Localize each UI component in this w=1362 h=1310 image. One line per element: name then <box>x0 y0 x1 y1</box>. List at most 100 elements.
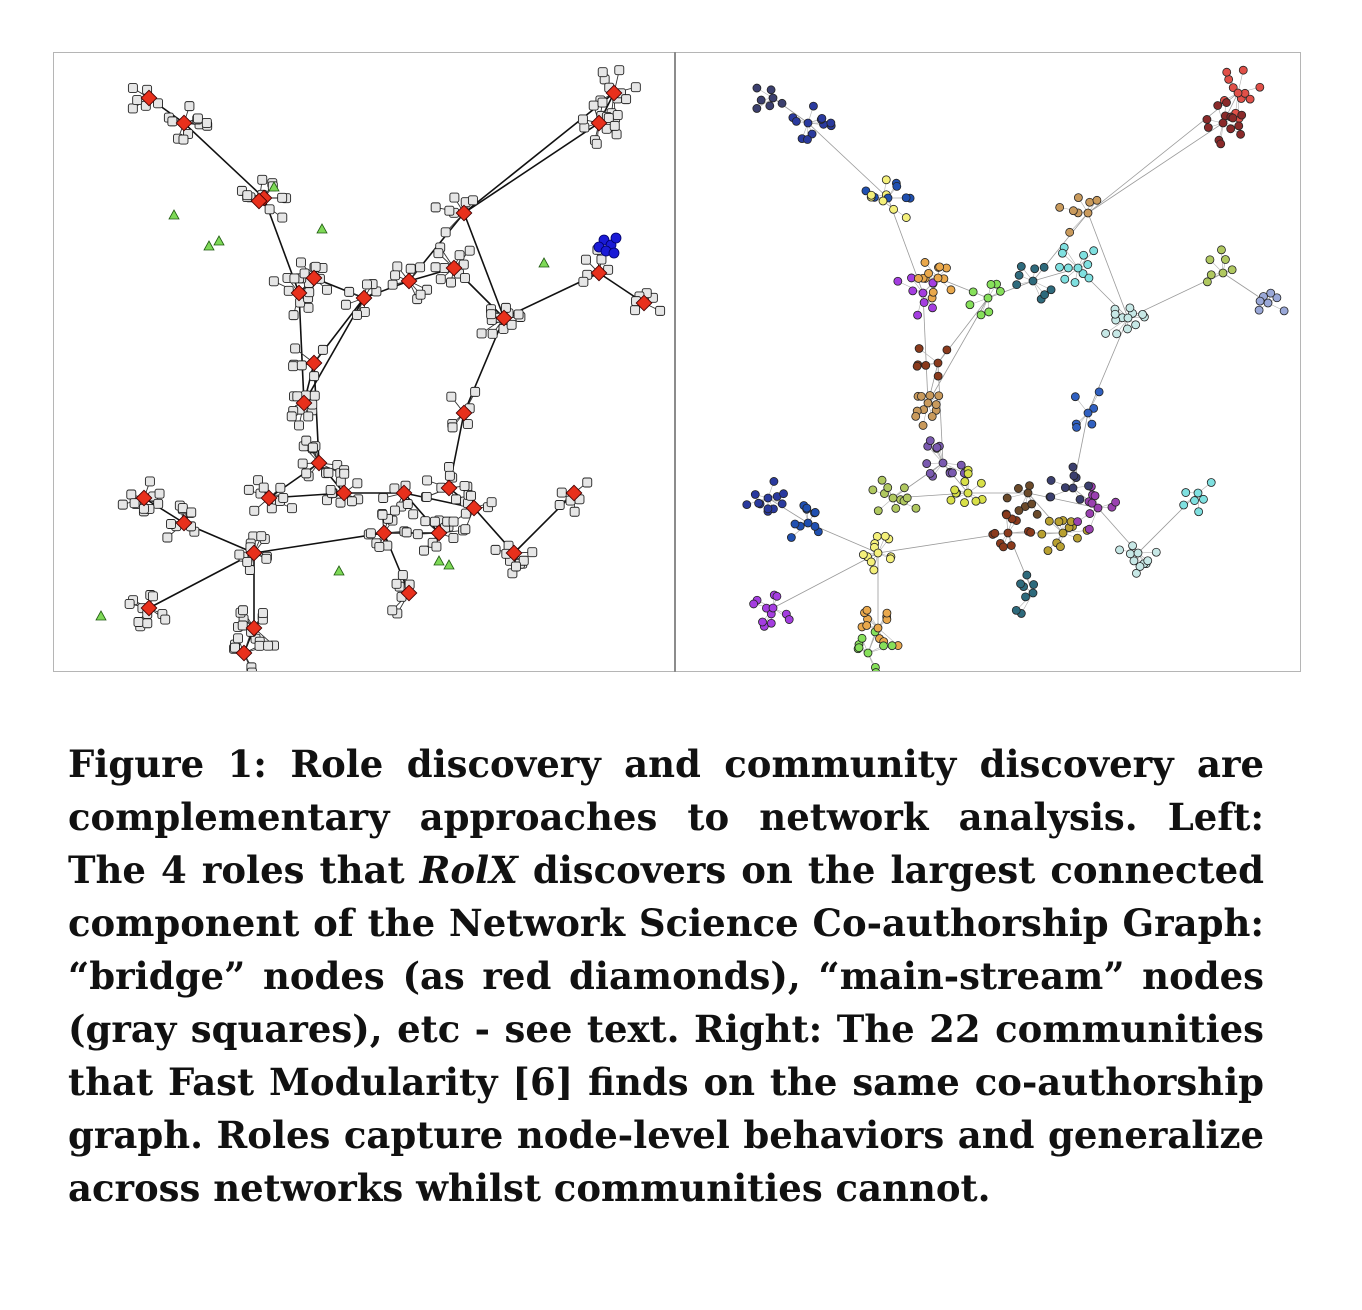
mainstream-node <box>392 261 403 272</box>
graph-edge <box>987 280 1034 299</box>
community-node <box>1046 492 1056 502</box>
community-node <box>1190 496 1199 505</box>
community-node <box>1073 533 1082 543</box>
community-node <box>1129 556 1139 566</box>
graph-edge <box>513 492 575 554</box>
community-node <box>810 508 820 517</box>
mainstream-node <box>596 254 607 265</box>
mainstream-node <box>448 533 459 544</box>
community-node <box>1068 483 1078 493</box>
graph-edge <box>1087 317 1129 414</box>
community-node <box>1083 208 1093 218</box>
community-node <box>1224 74 1234 84</box>
community-node <box>1135 562 1145 571</box>
community-node <box>750 490 760 499</box>
community-node <box>871 668 881 671</box>
community-node <box>763 504 773 514</box>
mainstream-node <box>303 411 314 422</box>
community-node <box>916 391 926 401</box>
mainstream-node <box>127 83 138 94</box>
mainstream-node <box>153 98 163 109</box>
bridge-node <box>430 524 448 542</box>
community-node <box>1266 288 1276 298</box>
community-node <box>976 478 986 488</box>
community-node <box>950 485 960 495</box>
mainstream-node <box>609 120 620 131</box>
community-node <box>1025 481 1034 491</box>
community-node <box>968 287 978 297</box>
triangle-node <box>203 240 215 251</box>
community-node <box>1084 273 1094 283</box>
mainstream-node <box>577 114 588 125</box>
graph-edge <box>298 292 305 404</box>
community-node <box>1037 529 1047 539</box>
community-node <box>1085 197 1095 207</box>
community-node <box>925 468 935 478</box>
bridge-node <box>400 584 418 602</box>
mainstream-node <box>249 505 260 516</box>
caption-text-3: discovers on the largest connected compo… <box>68 848 1264 1051</box>
mainstream-node <box>309 390 320 401</box>
community-node <box>984 307 994 317</box>
mainstream-node <box>405 263 416 274</box>
mainstream-node <box>518 555 529 566</box>
community-node <box>826 118 836 128</box>
bridge-node <box>605 84 623 102</box>
community-node <box>1143 556 1153 566</box>
mainstream-node <box>301 468 312 479</box>
mainstream-node <box>309 371 320 382</box>
community-node <box>911 411 921 421</box>
mainstream-node <box>177 503 188 514</box>
community-node <box>1216 139 1226 149</box>
community-node <box>790 519 800 529</box>
community-node <box>933 273 943 283</box>
triangle-node <box>95 610 107 621</box>
community-node <box>772 591 782 601</box>
community-node <box>1030 264 1040 274</box>
mainstream-node <box>253 475 264 486</box>
mainstream-node <box>387 605 398 616</box>
mainstream-node <box>451 494 461 505</box>
community-node <box>1003 528 1013 538</box>
community-node <box>1065 227 1075 237</box>
graph-edge <box>183 122 265 199</box>
community-node <box>883 483 893 492</box>
mainstream-node <box>335 497 346 508</box>
community-node <box>902 493 912 503</box>
graph-edge <box>253 532 385 554</box>
mainstream-node <box>487 328 498 339</box>
community-node <box>866 557 876 567</box>
community-node <box>1014 484 1023 493</box>
graph-edge <box>877 532 1009 554</box>
community-node <box>1202 277 1212 287</box>
community-node <box>882 608 892 618</box>
mainstream-node <box>117 499 128 510</box>
mainstream-node <box>352 309 362 320</box>
community-node <box>892 181 902 191</box>
figure-caption: Figure 1: Role discovery and community d… <box>68 738 1264 1215</box>
community-node <box>1115 545 1124 555</box>
bridge-node <box>140 89 158 107</box>
community-node <box>1006 541 1016 550</box>
bridge-node <box>140 599 158 617</box>
mainstream-node <box>256 531 267 542</box>
mainstream-node <box>346 496 357 507</box>
community-node <box>879 641 888 651</box>
community-graph-nodes <box>742 65 1289 671</box>
mainstream-node <box>614 65 625 76</box>
community-node <box>1094 387 1104 397</box>
mainstream-node <box>288 310 299 321</box>
community-node <box>1043 546 1053 556</box>
mainstream-node <box>459 273 470 283</box>
mainstream-node <box>299 268 310 279</box>
mainstream-node <box>289 273 300 284</box>
bridge-node <box>565 484 583 502</box>
mainstream-node <box>446 277 456 288</box>
mainstream-node <box>201 118 212 128</box>
community-node <box>1222 67 1232 77</box>
community-node <box>1089 403 1099 413</box>
graph-edge <box>148 552 255 609</box>
community-node <box>749 599 759 609</box>
mainstream-node <box>129 498 140 509</box>
mainstream-node <box>527 547 538 558</box>
